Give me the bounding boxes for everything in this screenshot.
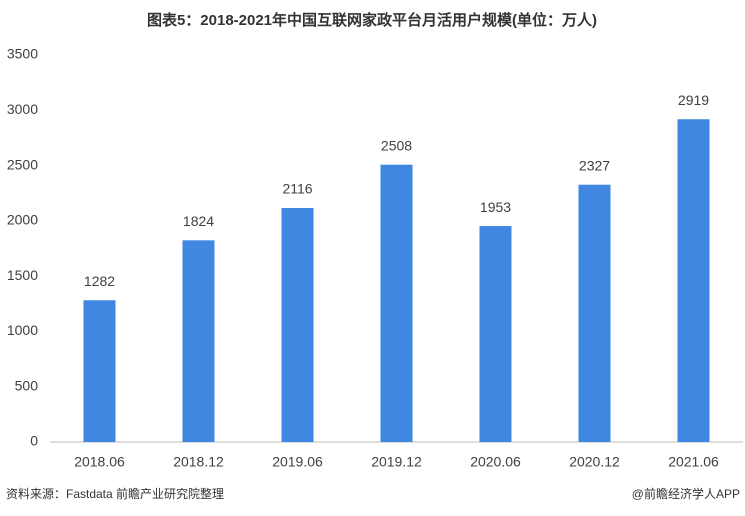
x-tick-label: 2018.06 [74,454,125,470]
y-tick-label: 500 [15,377,39,393]
y-tick-label: 1000 [7,322,38,338]
chart-title: 图表5：2018-2021年中国互联网家政平台月活用户规模(单位：万人) [147,11,597,29]
data-label: 1824 [183,213,214,229]
y-tick-label: 3500 [7,46,38,62]
bar [677,119,710,442]
x-tick-label: 2020.12 [569,454,620,470]
data-label: 1282 [84,273,115,289]
x-tick-label: 2018.12 [173,454,224,470]
y-tick-label: 0 [30,433,38,449]
credit: @前瞻经济学人APP [632,486,740,501]
y-tick-label: 2000 [7,212,38,228]
x-tick-label: 2020.06 [470,454,521,470]
bar [479,226,512,442]
bar [281,208,314,442]
y-tick-label: 1500 [7,267,38,283]
data-label: 2327 [579,157,610,173]
y-tick-label: 2500 [7,156,38,172]
bar [578,184,611,442]
bar [83,300,116,442]
source-note: 资料来源：Fastdata 前瞻产业研究院整理 [6,486,224,501]
x-tick-label: 2019.06 [272,454,323,470]
data-label: 2508 [381,137,412,153]
data-label: 2116 [282,181,312,197]
x-tick-label: 2019.12 [371,454,422,470]
data-label: 1953 [480,199,511,215]
x-tick-label: 2021.06 [668,454,719,470]
bar [380,164,413,442]
data-label: 2919 [678,92,709,108]
bar [182,240,215,442]
y-tick-label: 3000 [7,101,38,117]
